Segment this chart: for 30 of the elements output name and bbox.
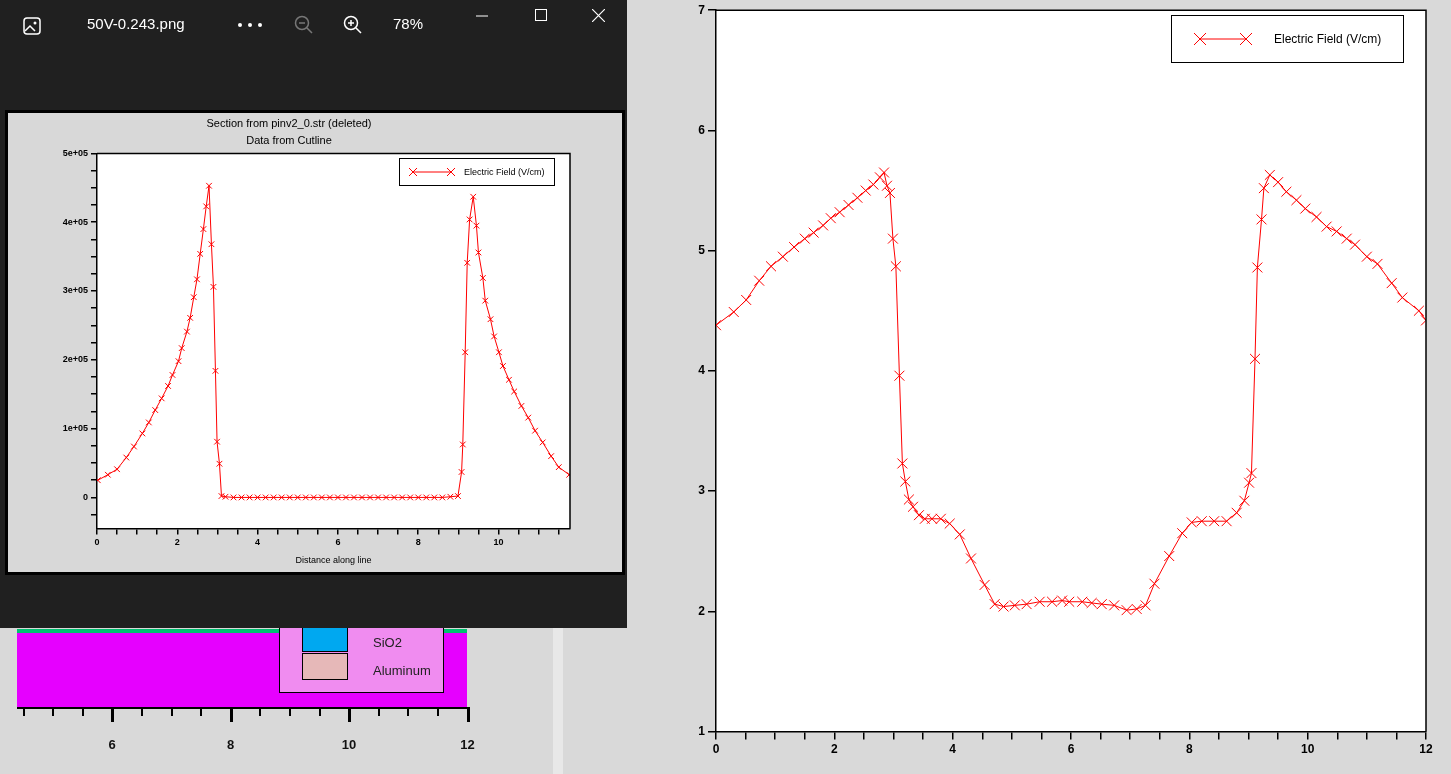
x-tick-label: 6 [335,537,341,548]
x-tick-label: 2 [174,537,180,548]
y-tick-label: 2 [698,603,706,618]
y-tick-label: 7 [698,2,706,17]
x-tick-label: 8 [1185,742,1193,757]
text: Aluminum [373,663,431,678]
y-tick-label: 1 [698,723,706,738]
x-tick-label: 12 [1419,742,1433,757]
y-tick-label: 4 [698,363,706,378]
y-tick-label: 0 [82,491,88,502]
x-tick-label: 6 [1067,742,1075,757]
legend-label: Electric Field (V/cm) [464,167,545,178]
text: 78% [393,15,424,32]
text: 50V-0.243.png [87,15,185,32]
y-tick-label: 6 [698,122,706,137]
x-tick-label: 0 [712,742,720,757]
x-tick-label: 4 [255,537,261,548]
y-tick-label: 5e+05 [62,147,88,158]
x-tick-label: 10 [493,537,504,548]
x-tick-label: 8 [415,537,421,548]
y-tick-label: 3 [698,483,706,498]
x-tick-label: 4 [949,742,957,757]
x-tick-label: 2 [830,742,838,757]
text: SiO2 [373,635,402,650]
x-tick-label: 10 [1300,742,1315,757]
x-tick-label: 0 [94,537,100,548]
y-tick-label: 5 [698,242,706,257]
legend-box: Electric Field (V/cm) [399,158,555,187]
chart-title: Section from pinv2_0.str (deleted) [206,116,372,129]
legend-label: Electric Field (V/cm) [1274,32,1382,47]
